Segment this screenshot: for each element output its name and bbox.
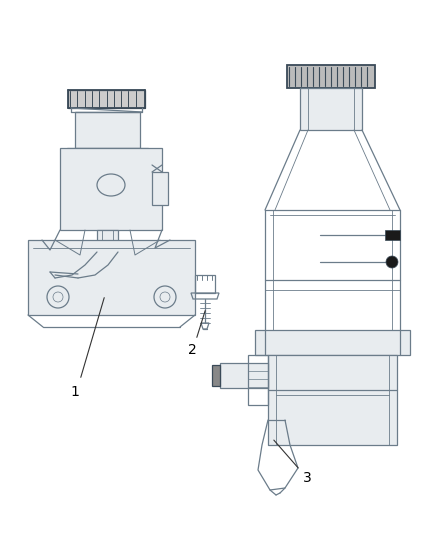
Text: 3: 3 (303, 471, 311, 485)
Polygon shape (68, 90, 145, 108)
Polygon shape (28, 240, 195, 315)
Text: 2: 2 (187, 343, 196, 357)
Polygon shape (97, 230, 118, 252)
Polygon shape (60, 148, 162, 230)
Polygon shape (300, 88, 362, 130)
Polygon shape (152, 172, 168, 205)
Circle shape (386, 256, 398, 268)
Polygon shape (268, 355, 397, 445)
Bar (385, 230, 400, 240)
Bar (195, 275, 215, 293)
Polygon shape (75, 112, 140, 148)
Polygon shape (255, 330, 410, 355)
Polygon shape (220, 363, 268, 388)
Text: 1: 1 (71, 385, 79, 399)
Polygon shape (212, 365, 220, 386)
Polygon shape (287, 65, 375, 88)
